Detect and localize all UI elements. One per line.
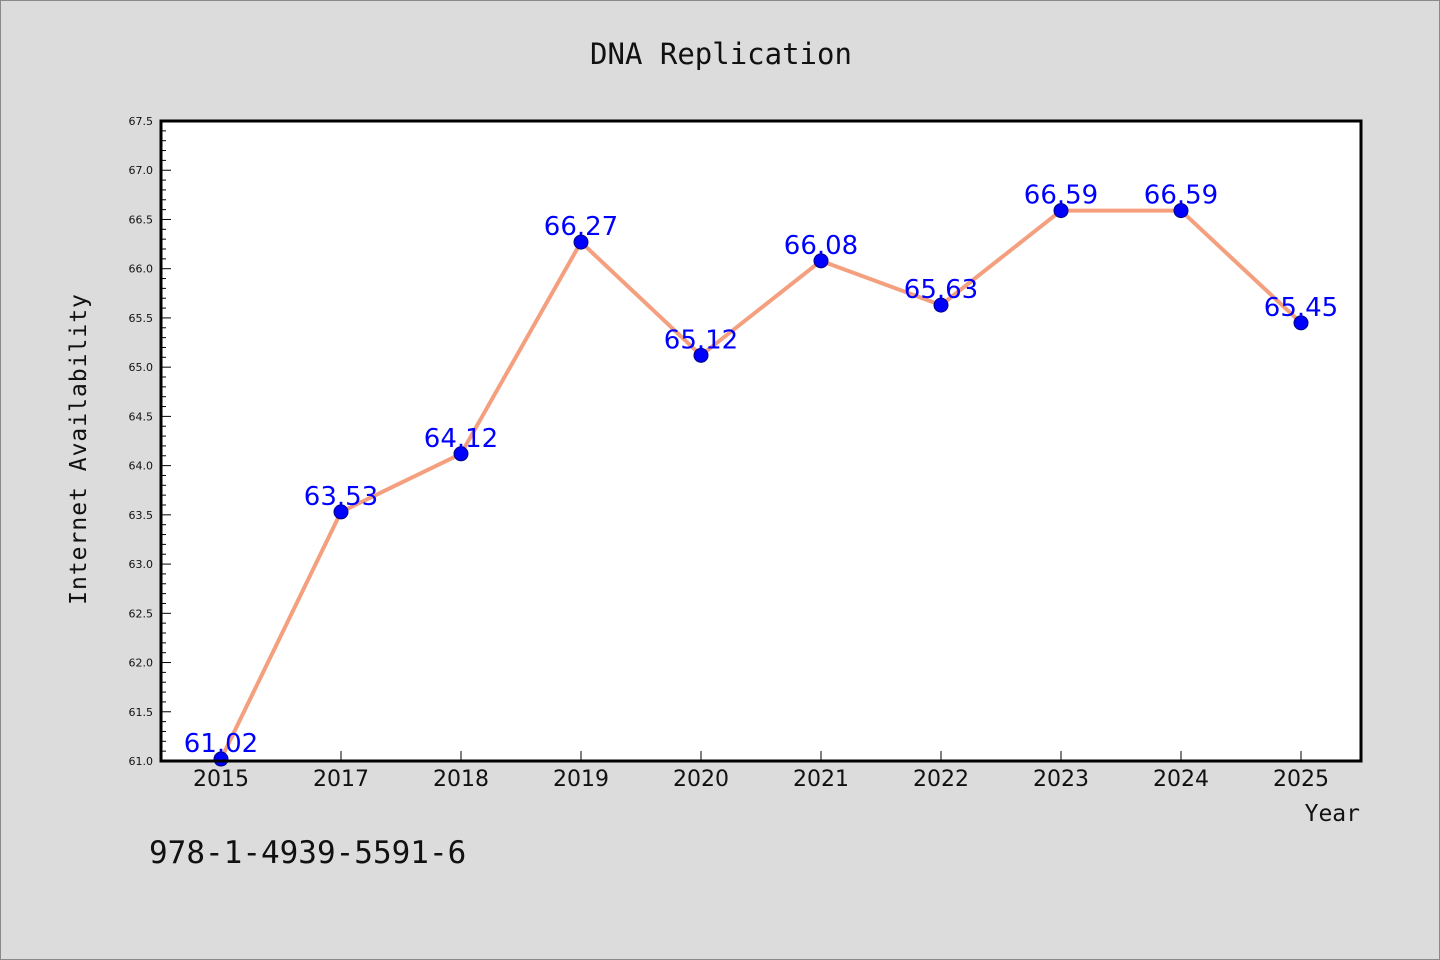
y-axis-label: Internet Availability [66,293,92,605]
data-point [213,751,229,767]
y-tick-label: 65.0 [129,361,154,374]
series-line [219,208,1303,762]
data-label: 63.53 [304,482,378,512]
data-point [693,347,709,363]
data-point [1173,203,1189,219]
data-label: 66.08 [784,231,858,261]
data-label: 65.12 [664,325,738,355]
data-label: 65.45 [1264,293,1338,323]
data-point [933,297,949,313]
data-label: 65.63 [904,275,978,305]
plot-frame [159,119,1363,763]
x-tick-label: 2015 [193,767,249,792]
x-tick-label: 2024 [1153,767,1209,792]
y-tick-label: 63.0 [129,558,154,571]
y-tick-label: 66.5 [129,213,154,226]
y-tick-label: 62.5 [129,607,154,620]
data-point [453,446,469,462]
data-point [1293,315,1309,331]
x-tick-label: 2021 [793,767,849,792]
x-tick-label: 2017 [313,767,369,792]
x-axis: 2015 2017 2018 2019 2020 2021 2022 2023 2024 2025 [193,751,1329,792]
footnote-isbn: 978-1-4939-5591-6 [149,835,467,871]
data-label: 66.59 [1144,181,1218,211]
data-point [333,504,349,520]
data-label: 66.27 [544,212,618,242]
y-tick-label: 66.0 [129,263,154,276]
data-point [573,234,589,250]
data-label: 61.02 [184,729,258,759]
y-tick-label: 64.0 [129,460,154,473]
x-tick-label: 2020 [673,767,729,792]
chart-title: DNA Replication [590,37,852,71]
y-axis: 61.0 61.5 62.0 62.5 63.0 63.5 64.0 64.5 65.0 65.5… [129,115,171,768]
y-tick-label: 63.5 [129,509,154,522]
y-tick-label: 64.5 [129,410,154,423]
y-tick-label: 67.0 [129,164,154,177]
data-label: 66.59 [1024,181,1098,211]
x-tick-label: 2022 [913,767,969,792]
x-tick-label: 2023 [1033,767,1089,792]
data-point [1053,203,1069,219]
x-tick-label: 2025 [1273,767,1329,792]
data-label: 64.12 [424,424,498,454]
y-tick-label: 65.5 [129,312,154,325]
plot-area [161,121,1361,761]
data-point [813,253,829,269]
y-tick-label: 61.5 [129,706,154,719]
y-tick-label: 62.0 [129,657,154,670]
y-tick-label: 67.5 [129,115,154,128]
x-tick-label: 2018 [433,767,489,792]
x-tick-label: 2019 [553,767,609,792]
x-axis-label: Year [1305,801,1360,827]
y-tick-label: 61.0 [129,755,154,768]
data-series: 61.02 63.53 64.12 66.27 65.12 66.08 65.63 66.59… [184,181,1338,767]
